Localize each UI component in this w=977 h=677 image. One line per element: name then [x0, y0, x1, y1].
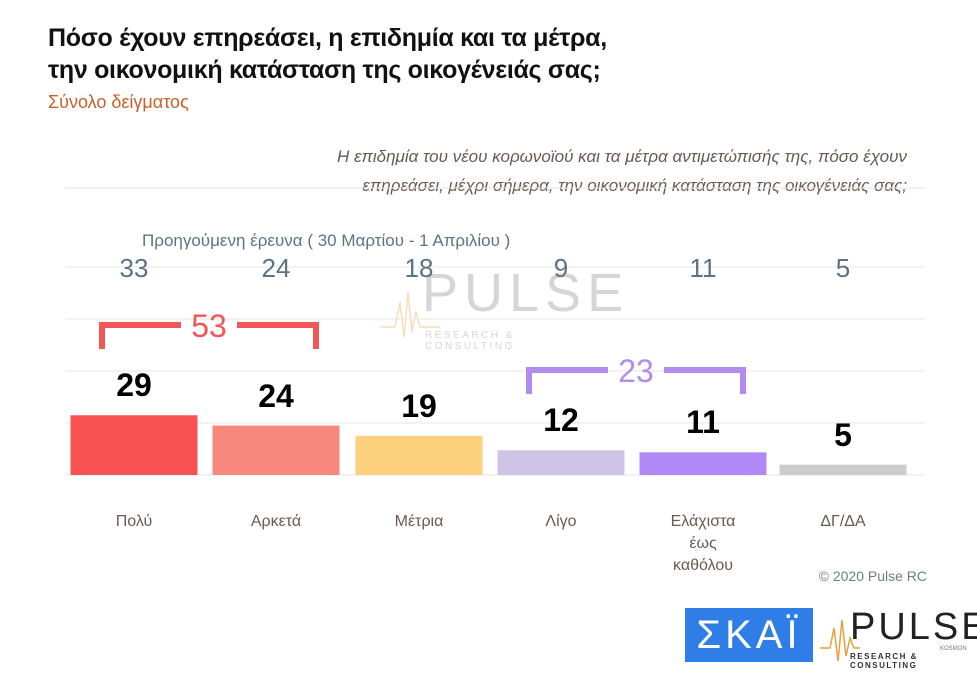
- bar-2: [355, 435, 483, 475]
- category-label-line: Μέτρια: [394, 513, 444, 530]
- survey-question: Η επιδημία του νέου κορωνοϊού και τα μέτ…: [167, 142, 907, 200]
- previous-value-label: 9: [553, 253, 569, 283]
- group-bracket: [526, 367, 746, 394]
- group-total-label: 23: [618, 353, 654, 389]
- category-label-line: καθόλου: [673, 557, 733, 574]
- chart-title: Πόσο έχουν επηρεάσει, η επιδημία και τα …: [48, 22, 607, 86]
- category-label: ΔΓ/ΔΑ: [778, 511, 908, 533]
- bar-3: [497, 450, 625, 475]
- pulse-wave-icon: [820, 619, 860, 662]
- value-label: 5: [834, 416, 852, 453]
- bar-4: [639, 452, 767, 475]
- pulse-logo-kosmon: KOSMON: [940, 646, 967, 652]
- previous-value-label: 11: [689, 253, 717, 283]
- value-label: 19: [401, 387, 437, 424]
- category-label: Μέτρια: [354, 511, 484, 533]
- title-line-1: Πόσο έχουν επηρεάσει, η επιδημία και τα …: [48, 24, 607, 52]
- pulse-logo: PULSE KOSMON RESEARCH & CONSULTING: [820, 606, 977, 670]
- bar-5: [779, 464, 907, 475]
- category-label-line: Πολύ: [115, 513, 153, 530]
- question-line-2: επηρεάσει, μέχρι σήμερα, την οικονομική …: [362, 176, 907, 195]
- watermark-tag: RESEARCH & CONSULTING: [425, 330, 516, 352]
- copyright: © 2020 Pulse RC: [818, 568, 927, 584]
- category-label: Ελάχιστα έως καθόλου: [638, 511, 768, 577]
- category-label: Λίγο: [496, 511, 626, 533]
- category-label-line: Λίγο: [545, 513, 577, 530]
- pulse-logo-tag: RESEARCH & CONSULTING: [850, 652, 918, 670]
- skai-logo: ΣΚΑΪ: [685, 608, 813, 662]
- group-total-label: 53: [191, 308, 227, 344]
- category-label-line: Αρκετά: [250, 513, 302, 530]
- previous-survey-label: Προηγούμενη έρευνα ( 30 Μαρτίου - 1 Απρι…: [142, 231, 511, 250]
- value-label: 11: [686, 404, 720, 441]
- category-label-line: έως: [689, 535, 717, 552]
- chart-subtitle: Σύνολο δείγματος: [48, 92, 189, 112]
- previous-value-label: 18: [404, 253, 434, 283]
- category-label-line: ΔΓ/ΔΑ: [820, 513, 866, 530]
- category-label: Πολύ: [69, 511, 199, 533]
- value-label: 24: [258, 377, 294, 414]
- bar-1: [212, 425, 340, 475]
- category-label-line: Ελάχιστα: [670, 513, 736, 530]
- pulse-logo-word: PULSE: [850, 606, 977, 648]
- previous-value-label: 33: [119, 253, 149, 283]
- value-label: 29: [116, 367, 152, 404]
- category-label: Αρκετά: [211, 511, 341, 533]
- group-bracket: [99, 322, 319, 349]
- bar-0: [70, 415, 198, 475]
- title-line-2: την οικονομική κατάσταση της οικογένειάς…: [48, 56, 601, 84]
- previous-value-label: 24: [261, 253, 291, 283]
- previous-value-label: 5: [835, 253, 851, 283]
- value-label: 12: [543, 402, 579, 439]
- question-line-1: Η επιδημία του νέου κορωνοϊού και τα μέτ…: [337, 147, 907, 166]
- watermark-word: PULSE: [422, 263, 630, 323]
